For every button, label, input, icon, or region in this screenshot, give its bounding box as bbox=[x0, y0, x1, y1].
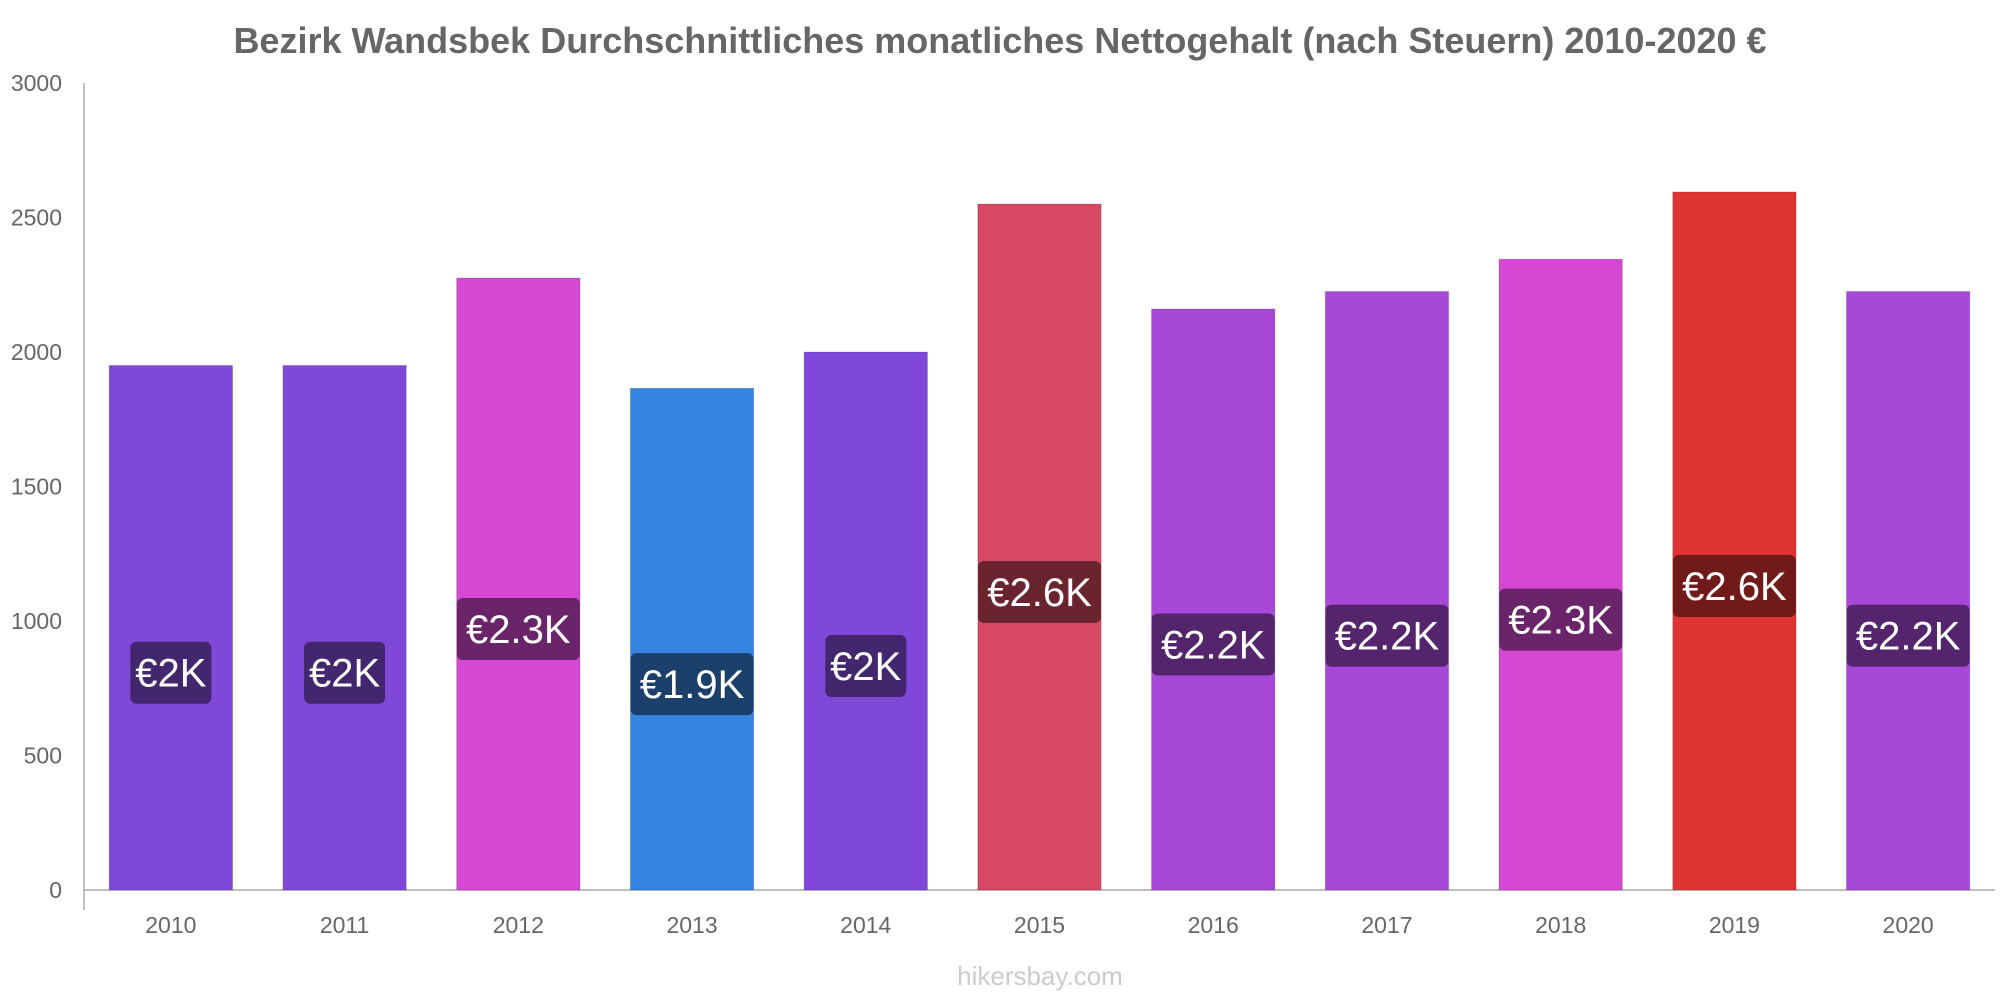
bar-2013 bbox=[629, 387, 755, 891]
y-tick-label: 3000 bbox=[11, 70, 62, 96]
y-tick-label: 1500 bbox=[11, 474, 62, 500]
value-label: €1.9K bbox=[640, 663, 745, 707]
bar-2012 bbox=[456, 277, 581, 891]
value-label-bg bbox=[1151, 613, 1275, 676]
value-label: €2.2K bbox=[1161, 623, 1266, 667]
x-tick-label: 2018 bbox=[1535, 912, 1586, 938]
y-axis: 0 500 1000 1500 2000 2500 3000 bbox=[11, 70, 85, 910]
value-label: €2.2K bbox=[1856, 615, 1961, 659]
bar-2017 bbox=[1324, 290, 1450, 891]
value-label: €2.6K bbox=[1682, 565, 1787, 609]
x-tick-label: 2010 bbox=[145, 912, 196, 938]
value-label-bg bbox=[130, 641, 212, 704]
x-tick-label: 2015 bbox=[1014, 912, 1065, 938]
value-labels-group: €2K €2K €2.3K €1.9K €2K €2.6K €2.2K €2.2K €2.3K €… bbox=[130, 554, 1970, 716]
source-credit: hikersbay.com bbox=[957, 961, 1123, 991]
bar-2019 bbox=[1672, 191, 1797, 891]
x-tick-label: 2011 bbox=[320, 912, 369, 938]
value-label-bg bbox=[304, 641, 386, 704]
value-label: €2K bbox=[830, 645, 901, 689]
bar-2011 bbox=[282, 364, 407, 891]
value-label-bg bbox=[1846, 604, 1970, 667]
value-label-bg bbox=[1499, 588, 1623, 651]
x-tick-label: 2016 bbox=[1188, 912, 1239, 938]
value-label-bg bbox=[825, 635, 907, 697]
value-label: €2K bbox=[135, 652, 206, 696]
y-tick-label: 2500 bbox=[11, 205, 62, 231]
bar-2018 bbox=[1498, 258, 1623, 891]
value-label-bg bbox=[630, 653, 754, 716]
x-tick-label: 2019 bbox=[1709, 912, 1760, 938]
bar-2020 bbox=[1845, 290, 1971, 891]
bar-2014 bbox=[803, 351, 928, 891]
bar-2010 bbox=[108, 364, 234, 891]
x-tick-label: 2017 bbox=[1361, 912, 1412, 938]
value-label-bg bbox=[978, 561, 1101, 624]
y-tick-label: 500 bbox=[24, 743, 62, 769]
chart-title: Bezirk Wandsbek Durchschnittliches monat… bbox=[233, 20, 1766, 61]
x-tick-label: 2014 bbox=[840, 912, 891, 938]
y-tick-label: 2000 bbox=[11, 339, 62, 365]
value-label-bg bbox=[456, 598, 580, 661]
value-label: €2.3K bbox=[466, 608, 571, 652]
bars-group bbox=[108, 191, 1971, 891]
value-label: €2.3K bbox=[1508, 599, 1613, 643]
value-label-bg bbox=[1325, 604, 1449, 667]
x-axis: 2010 2011 2012 2013 2014 2015 2016 2017 2018 2019… bbox=[84, 889, 1995, 938]
value-label: €2K bbox=[309, 652, 380, 696]
x-tick-label: 2012 bbox=[493, 912, 544, 938]
bar-2015 bbox=[977, 203, 1102, 891]
value-label-bg bbox=[1672, 554, 1796, 617]
x-tick-label: 2020 bbox=[1883, 912, 1934, 938]
y-tick-label: 0 bbox=[49, 877, 62, 903]
bar-2016 bbox=[1151, 308, 1276, 891]
x-tick-label: 2013 bbox=[666, 912, 717, 938]
y-tick-label: 1000 bbox=[11, 608, 62, 634]
value-label: €2.2K bbox=[1335, 615, 1440, 659]
value-label: €2.6K bbox=[987, 571, 1092, 615]
